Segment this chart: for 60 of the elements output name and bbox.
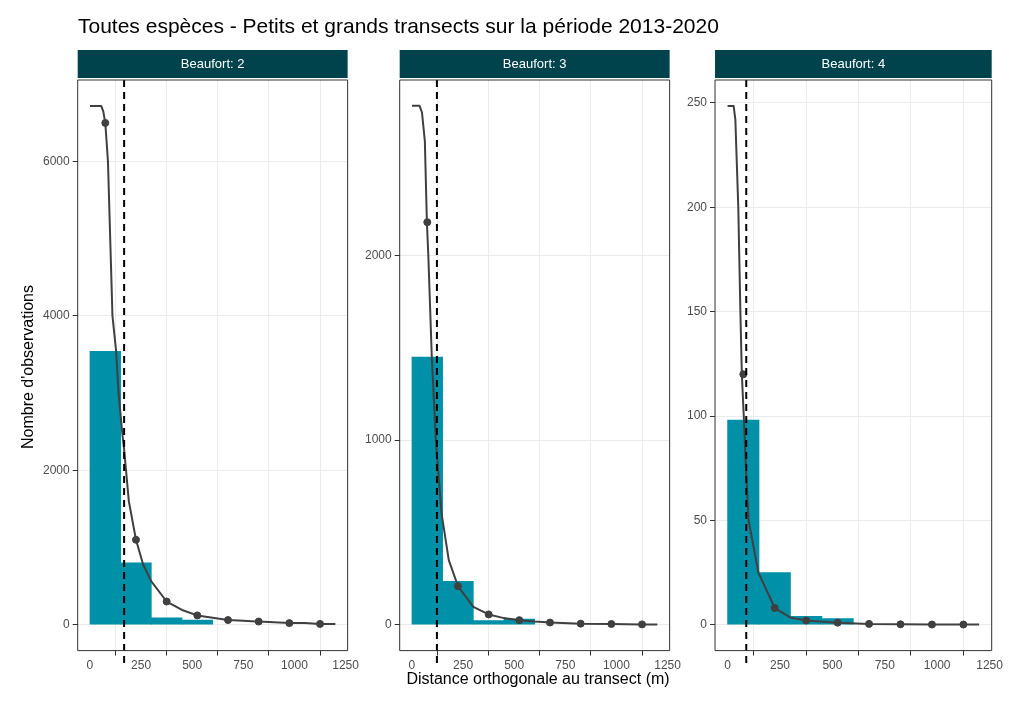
- point: [927, 620, 936, 629]
- point: [515, 616, 524, 625]
- x-tick-label: 750: [874, 658, 896, 673]
- x-tick-label: 500: [822, 658, 843, 673]
- point: [453, 582, 462, 591]
- chart-subtitle: Beaufort: 3: [502, 55, 567, 71]
- point: [607, 620, 616, 629]
- point: [638, 620, 647, 629]
- x-tick-label: 250: [769, 658, 791, 673]
- x-tick-label: 1250: [976, 658, 1004, 673]
- point: [959, 620, 968, 629]
- point: [865, 619, 874, 628]
- point: [833, 618, 842, 627]
- point: [285, 619, 294, 628]
- x-tick-label: 500: [182, 658, 203, 673]
- point: [770, 604, 779, 613]
- x-axis-title: Distance orthogonale au transect (m): [406, 670, 670, 687]
- point: [254, 617, 263, 626]
- point: [896, 620, 905, 629]
- point: [224, 616, 232, 625]
- x-tick-label: 1000: [281, 658, 309, 673]
- point: [484, 610, 493, 619]
- chart-subtitle: Beaufort: 4: [821, 55, 886, 71]
- y-tick-label: 0: [385, 617, 393, 632]
- point: [546, 618, 554, 627]
- x-tick-label: 250: [131, 658, 152, 673]
- x-tick-label: 250: [453, 658, 474, 673]
- point: [193, 611, 202, 620]
- x-tick-label: 750: [555, 658, 576, 673]
- y-tick-label: 2000: [42, 462, 71, 477]
- x-tick-label: 0: [408, 658, 416, 673]
- point: [316, 619, 325, 628]
- y-tick-label: 200: [686, 199, 708, 214]
- x-tick-label: 0: [724, 658, 732, 673]
- chart-subtitle: Beaufort: 2: [180, 55, 245, 71]
- y-tick-label: 150: [686, 303, 708, 318]
- point: [576, 619, 585, 628]
- x-tick-label: 1250: [654, 658, 682, 673]
- y-tick-label: 250: [686, 95, 708, 110]
- y-tick-label: 4000: [42, 308, 71, 323]
- y-axis-title: Nombre d'observations: [19, 284, 37, 451]
- x-tick-label: 500: [504, 658, 525, 673]
- y-tick-label: 50: [693, 512, 708, 527]
- x-tick-label: 0: [86, 658, 94, 673]
- y-tick-label: 2000: [364, 247, 393, 262]
- y-tick-label: 0: [63, 616, 71, 631]
- point: [131, 535, 140, 544]
- point: [101, 118, 110, 127]
- y-tick-label: 1000: [364, 432, 393, 447]
- text: Toutes espèces - Petits et grands transects sur la période 2013-2020: [78, 14, 719, 38]
- x-tick-label: 750: [233, 658, 254, 673]
- point: [162, 597, 171, 606]
- x-tick-label: 1250: [332, 658, 360, 673]
- point: [802, 616, 811, 625]
- x-tick-label: 1000: [923, 658, 951, 673]
- x-tick-label: 1000: [603, 658, 631, 673]
- y-tick-label: 6000: [42, 153, 71, 168]
- y-tick-label: 0: [700, 617, 708, 632]
- point: [423, 218, 432, 227]
- y-tick-label: 100: [686, 408, 708, 423]
